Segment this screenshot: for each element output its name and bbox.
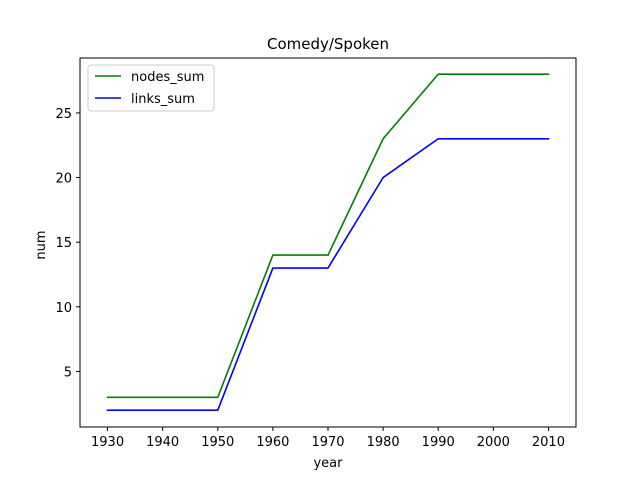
x-tick-label: 1980 <box>367 435 400 450</box>
y-tick-label: 25 <box>55 107 72 122</box>
x-tick-label: 2000 <box>477 435 510 450</box>
chart-title: Comedy/Spoken <box>267 35 389 53</box>
x-tick-label: 1970 <box>311 435 344 450</box>
legend-label-nodes_sum: nodes_sum <box>131 70 204 85</box>
x-tick-label: 1990 <box>422 435 455 450</box>
y-tick-label: 20 <box>55 172 72 187</box>
y-tick-label: 15 <box>55 236 72 251</box>
plot-area: 1930 1940 1950 1960 1970 1980 1990 2000 2010 5 10 1… <box>55 57 577 450</box>
series-line-links_sum <box>106 137 550 412</box>
series-line-nodes_sum <box>106 73 550 399</box>
x-axis-label: year <box>313 456 343 471</box>
x-tick-label: 1930 <box>91 435 124 450</box>
x-tick-label: 1940 <box>146 435 179 450</box>
legend: nodes_sum links_sum <box>87 64 215 112</box>
y-tick-label: 10 <box>55 301 72 316</box>
y-tick-label: 5 <box>64 365 72 380</box>
y-axis-label: num <box>34 230 49 259</box>
x-tick-label: 1960 <box>256 435 289 450</box>
x-tick-label: 2010 <box>532 435 565 450</box>
x-tick-label: 1950 <box>201 435 234 450</box>
legend-label-links_sum: links_sum <box>131 92 195 107</box>
